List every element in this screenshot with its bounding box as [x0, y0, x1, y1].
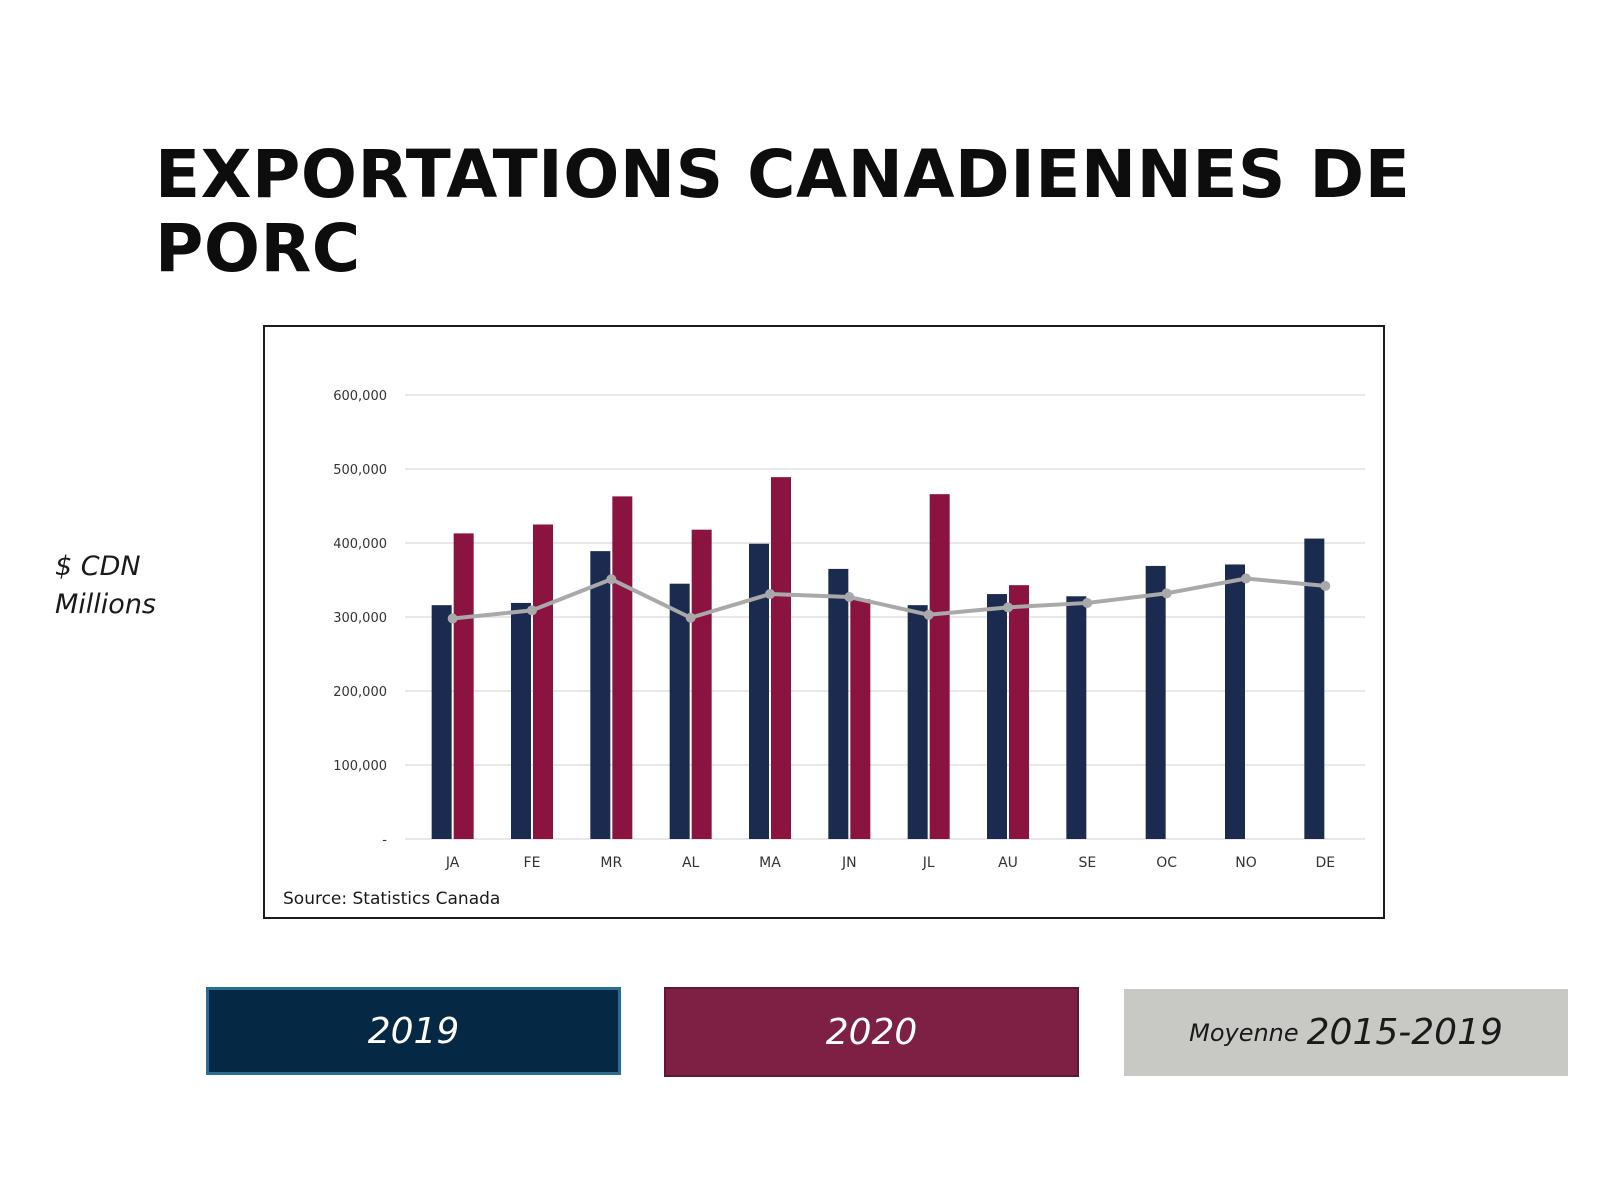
legend-2019: 2019: [206, 987, 621, 1075]
y-tick-label: -: [382, 833, 387, 848]
bar-2020: [929, 494, 950, 839]
average-point: [1241, 573, 1251, 584]
chart-source: Source: Statistics Canada: [283, 889, 501, 909]
x-tick-label: NO: [1235, 855, 1257, 871]
bar-2019: [590, 551, 611, 839]
average-point: [685, 612, 696, 623]
x-tick-label: JN: [841, 855, 857, 871]
bar-2020: [850, 599, 871, 839]
bar-2020: [1009, 585, 1029, 839]
average-point: [447, 613, 458, 624]
y-axis-unit-label: $ CDN Millions: [55, 548, 156, 624]
x-tick-label: SE: [1078, 855, 1096, 871]
bar-2019: [749, 543, 769, 839]
x-tick-label: AL: [682, 855, 700, 871]
x-tick-label: MR: [600, 855, 622, 871]
average-point: [844, 592, 855, 603]
page-title: EXPORTATIONS CANADIENNES DE PORC: [155, 136, 1411, 287]
bar-2019: [1304, 538, 1325, 839]
legend-average-prefix: Moyenne: [1189, 1018, 1299, 1047]
x-tick-label: JA: [445, 855, 460, 871]
legend-2020-label: 2020: [825, 1011, 918, 1053]
average-point: [606, 574, 617, 585]
bar-2019: [907, 605, 928, 839]
average-point: [765, 589, 775, 600]
bar-line-chart: - 100,000 200,000 300,000 400,000 500,000 600,…: [333, 389, 1365, 871]
bar-2019: [431, 605, 452, 839]
legend-average-range: 2015-2019: [1306, 1012, 1503, 1053]
x-tick-label: OC: [1156, 855, 1177, 871]
bar-2020: [453, 533, 474, 839]
x-tick-label: DE: [1316, 855, 1336, 871]
bar-2020: [533, 524, 553, 839]
bar-2019: [511, 602, 531, 839]
y-tick-label: 500,000: [333, 463, 387, 478]
bar-2019: [987, 594, 1007, 839]
average-point: [1003, 602, 1013, 613]
x-tick-label: MA: [759, 855, 781, 871]
average-point: [527, 605, 537, 616]
y-axis-unit-line1: $ CDN: [55, 551, 141, 582]
y-tick-label: 600,000: [333, 389, 387, 404]
legend-average: Moyenne 2015-2019: [1124, 989, 1568, 1076]
bar-2020: [691, 529, 712, 839]
average-point: [1161, 588, 1172, 599]
x-tick-label: AU: [998, 855, 1018, 871]
x-tick-label: JL: [922, 855, 935, 871]
y-tick-label: 400,000: [333, 537, 387, 552]
y-tick-label: 300,000: [333, 611, 387, 626]
bar-2019: [669, 583, 690, 839]
bar-2020: [612, 496, 633, 839]
bar-2019: [1145, 565, 1166, 839]
average-point: [923, 609, 934, 620]
bar-2019: [1066, 596, 1087, 839]
y-tick-label: 200,000: [333, 685, 387, 700]
y-axis-unit-line2: Millions: [55, 589, 156, 620]
x-tick-label: FE: [524, 855, 541, 871]
legend-2019-label: 2019: [367, 1010, 460, 1052]
bar-2020: [771, 477, 791, 839]
legend-2020: 2020: [664, 987, 1079, 1077]
average-point: [1082, 597, 1093, 608]
y-tick-label: 100,000: [333, 759, 387, 774]
average-point: [1320, 580, 1331, 591]
bar-2019: [1225, 564, 1245, 839]
bar-2019: [828, 568, 849, 839]
chart-frame: - 100,000 200,000 300,000 400,000 500,000 600,…: [263, 325, 1385, 919]
average-line: [452, 576, 1326, 621]
